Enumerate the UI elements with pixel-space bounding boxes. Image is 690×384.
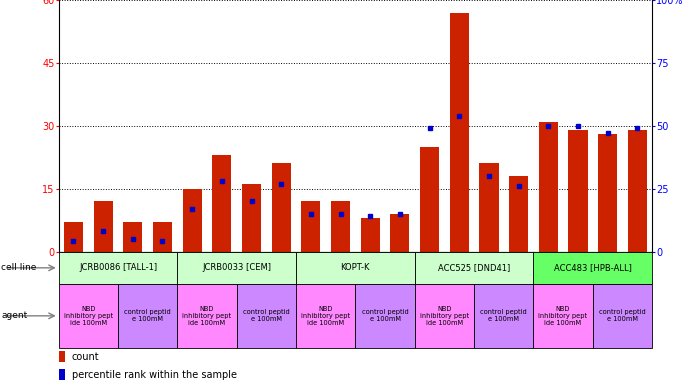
Text: cell line: cell line (1, 263, 37, 272)
Bar (296, 252, 415, 284)
Bar (450, 13, 469, 252)
Text: NBD
inhibitory pept
ide 100mM: NBD inhibitory pept ide 100mM (420, 306, 469, 326)
Text: KOPT-K: KOPT-K (341, 263, 370, 272)
Bar (355, 284, 415, 348)
Text: count: count (72, 352, 99, 362)
Bar (64, 222, 83, 252)
Text: NBD
inhibitory pept
ide 100mM: NBD inhibitory pept ide 100mM (63, 306, 113, 326)
Text: agent: agent (1, 311, 28, 320)
Text: NBD
inhibitory pept
ide 100mM: NBD inhibitory pept ide 100mM (182, 306, 232, 326)
Bar (118, 284, 177, 348)
Text: control peptid
e 100mM: control peptid e 100mM (124, 310, 171, 322)
Bar (474, 284, 533, 348)
Bar (59, 284, 118, 348)
Text: NBD
inhibitory pept
ide 100mM: NBD inhibitory pept ide 100mM (301, 306, 351, 326)
Bar (237, 284, 296, 348)
Text: control peptid
e 100mM: control peptid e 100mM (243, 310, 290, 322)
Bar (569, 130, 587, 252)
Bar (533, 284, 593, 348)
Bar (177, 252, 296, 284)
Text: ACC525 [DND41]: ACC525 [DND41] (438, 263, 510, 272)
Bar (177, 284, 237, 348)
Bar (242, 184, 261, 252)
Bar (415, 252, 533, 284)
Bar (331, 201, 350, 252)
Bar (391, 214, 409, 252)
Bar (593, 284, 652, 348)
Text: control peptid
e 100mM: control peptid e 100mM (599, 310, 646, 322)
Bar (533, 252, 652, 284)
Bar (59, 252, 177, 284)
Text: JCRB0033 [CEM]: JCRB0033 [CEM] (202, 263, 271, 272)
Bar (213, 155, 231, 252)
Bar (361, 218, 380, 252)
Bar (272, 164, 290, 252)
Bar (598, 134, 617, 252)
Bar (94, 201, 112, 252)
Bar (124, 222, 142, 252)
Bar (296, 284, 355, 348)
Bar (628, 130, 647, 252)
Bar (420, 147, 439, 252)
Text: NBD
inhibitory pept
ide 100mM: NBD inhibitory pept ide 100mM (538, 306, 588, 326)
Bar (302, 201, 320, 252)
Bar (539, 122, 558, 252)
Text: control peptid
e 100mM: control peptid e 100mM (362, 310, 408, 322)
Text: JCRB0086 [TALL-1]: JCRB0086 [TALL-1] (79, 263, 157, 272)
Bar (153, 222, 172, 252)
Bar (509, 176, 528, 252)
Text: ACC483 [HPB-ALL]: ACC483 [HPB-ALL] (554, 263, 631, 272)
Bar (415, 284, 474, 348)
Bar (480, 164, 498, 252)
Bar (59, 351, 65, 362)
Text: control peptid
e 100mM: control peptid e 100mM (480, 310, 527, 322)
Text: percentile rank within the sample: percentile rank within the sample (72, 370, 237, 380)
Bar (183, 189, 201, 252)
Bar (59, 369, 65, 380)
